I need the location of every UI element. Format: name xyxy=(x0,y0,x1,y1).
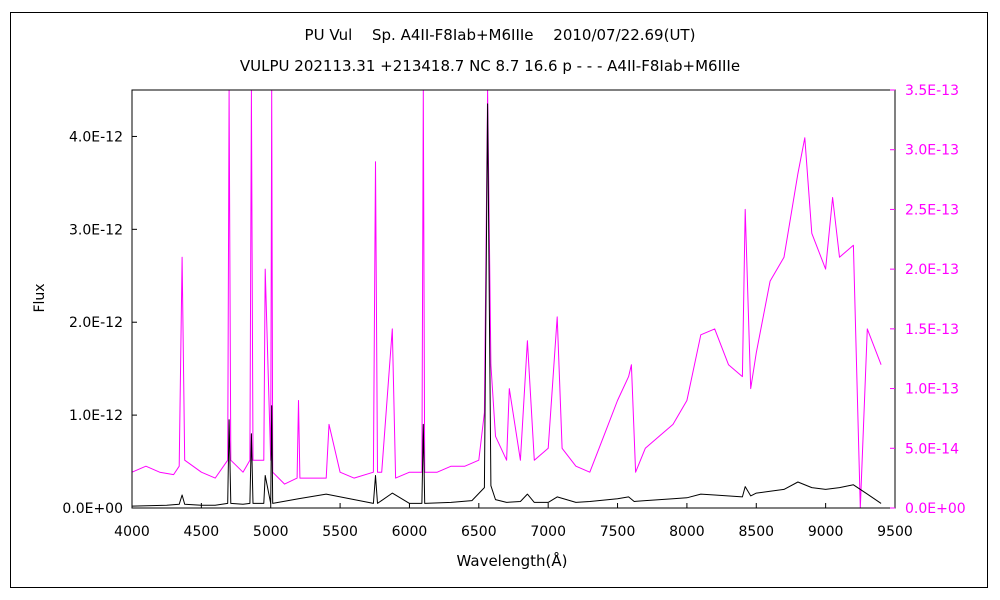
y-tick-label-left: 0.0E+00 xyxy=(62,501,123,517)
x-tick-label: 4500 xyxy=(184,524,220,540)
y-tick-label-right: 2.5E-13 xyxy=(905,202,959,218)
x-tick-label: 7000 xyxy=(530,524,566,540)
y-tick-label-right: 3.5E-13 xyxy=(905,83,959,99)
chart-subtitle: VULPU 202113.31 +213418.7 NC 8.7 16.6 p … xyxy=(240,57,740,75)
y-tick-label-left: 3.0E-12 xyxy=(69,222,123,238)
y-tick-label-left: 2.0E-12 xyxy=(69,315,123,331)
chart-frame xyxy=(10,12,988,588)
x-tick-label: 9000 xyxy=(808,524,844,540)
y-tick-label-left: 1.0E-12 xyxy=(69,408,123,424)
x-tick-label: 5500 xyxy=(322,524,358,540)
y-tick-label-right: 1.0E-13 xyxy=(905,382,959,398)
y-tick-label-right: 2.0E-13 xyxy=(905,262,959,278)
series-layer xyxy=(131,89,882,509)
y-tick-label-left: 4.0E-12 xyxy=(69,129,123,145)
y-tick-label-right: 1.5E-13 xyxy=(905,322,959,338)
y-tick-label-right: 0.0E+00 xyxy=(905,501,966,517)
y-ticks-right: 0.0E+00 5.0E-14 1.0E-13 1.5E-13 2.0E-13 2.5E-… xyxy=(890,83,966,517)
y-tick-label-right: 3.0E-13 xyxy=(905,143,959,159)
y-ticks-left: 0.0E+00 1.0E-12 2.0E-12 3.0E-12 4.0E-12 xyxy=(62,129,137,517)
x-tick-label: 6000 xyxy=(392,524,428,540)
y-tick-label-right: 5.0E-14 xyxy=(905,441,959,457)
x-tick-label: 4000 xyxy=(114,524,150,540)
series-line-left-axis xyxy=(131,103,882,507)
y-axis-label: Flux xyxy=(32,283,48,312)
chart-title: PU Vul Sp. A4II-F8Iab+M6IIIe 2010/07/22.… xyxy=(305,26,696,44)
x-tick-label: 8500 xyxy=(738,524,774,540)
x-ticks: 4000 4500 5000 5500 6000 6500 7000 7500 8000 8500… xyxy=(114,503,913,540)
x-tick-label: 7500 xyxy=(600,524,636,540)
series-line-right-axis xyxy=(131,89,882,509)
plot-area xyxy=(132,90,895,508)
x-tick-label: 9500 xyxy=(877,524,913,540)
x-axis-label: Wavelength(Å) xyxy=(457,551,568,570)
x-tick-label: 5000 xyxy=(253,524,289,540)
x-tick-label: 8000 xyxy=(669,524,705,540)
axes-layer xyxy=(131,89,896,509)
x-tick-label: 6500 xyxy=(461,524,497,540)
